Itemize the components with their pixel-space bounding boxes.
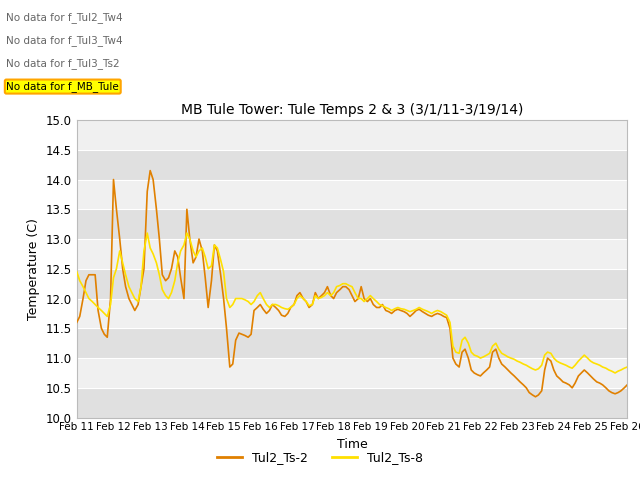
Bar xyxy=(77,209,627,239)
X-axis label: Time: Time xyxy=(337,438,367,451)
Text: No data for f_Tul3_Ts2: No data for f_Tul3_Ts2 xyxy=(6,58,120,69)
Legend: Tul2_Ts-2, Tul2_Ts-8: Tul2_Ts-2, Tul2_Ts-8 xyxy=(212,446,428,469)
Bar xyxy=(77,120,627,150)
Bar xyxy=(77,328,627,358)
Bar xyxy=(77,388,627,418)
Y-axis label: Temperature (C): Temperature (C) xyxy=(28,218,40,320)
Bar xyxy=(77,150,627,180)
Text: No data for f_Tul2_Tw4: No data for f_Tul2_Tw4 xyxy=(6,12,123,23)
Bar xyxy=(77,299,627,328)
Bar xyxy=(77,239,627,269)
Text: No data for f_MB_Tule: No data for f_MB_Tule xyxy=(6,81,119,92)
Text: No data for f_Tul3_Tw4: No data for f_Tul3_Tw4 xyxy=(6,35,123,46)
Title: MB Tule Tower: Tule Temps 2 & 3 (3/1/11-3/19/14): MB Tule Tower: Tule Temps 2 & 3 (3/1/11-… xyxy=(181,104,523,118)
Bar xyxy=(77,269,627,299)
Bar xyxy=(77,180,627,209)
Bar xyxy=(77,358,627,388)
